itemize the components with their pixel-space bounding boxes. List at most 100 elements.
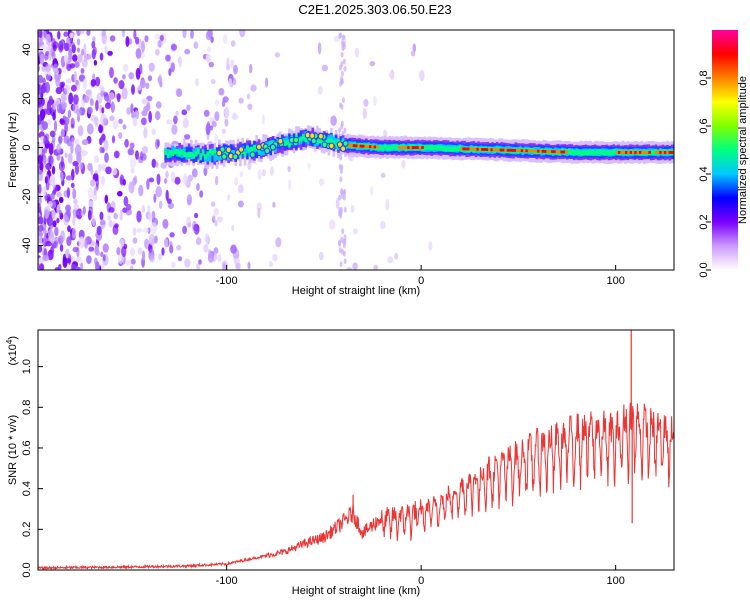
heatmap-noise-cell: [380, 172, 386, 179]
heatmap-noise-cell: [104, 152, 109, 163]
heatmap-noise-cell: [70, 117, 75, 128]
heatmap-ridge-cell: [390, 145, 394, 151]
heatmap-y-tick-label: -20: [21, 189, 33, 205]
heatmap-ridge-core: [670, 151, 674, 154]
heatmap-noise-cell: [105, 166, 112, 175]
heatmap-ridge-cell: [250, 146, 254, 152]
heatmap-noise-cell: [141, 205, 146, 213]
heatmap-noise-cell: [52, 63, 59, 75]
heatmap-ridge-cell: [458, 145, 462, 151]
heatmap-ridge-core: [400, 146, 403, 149]
heatmap-noise-cell: [149, 255, 155, 263]
heatmap-noise-cell: [60, 128, 65, 138]
heatmap-noise-cell: [105, 102, 111, 109]
heatmap-ridge-cell: [208, 154, 212, 162]
heatmap-ridge-core: [485, 148, 489, 151]
heatmap-noise-cell: [369, 61, 376, 67]
heatmap-noise-cell: [224, 106, 230, 118]
heatmap-ridge-cell: [428, 144, 431, 150]
heatmap-noise-cell: [153, 193, 157, 203]
heatmap-noise-cell: [132, 177, 137, 186]
heatmap-noise-cell: [222, 96, 229, 103]
heatmap-noise-cell: [270, 166, 274, 177]
heatmap-noise-cell: [156, 139, 160, 148]
heatmap-ridge-cell: [299, 136, 303, 142]
heatmap-noise-cell: [100, 175, 105, 186]
heatmap-blob: [310, 137, 317, 145]
heatmap-noise-cell: [122, 74, 126, 80]
heatmap-ridge-core: [555, 150, 559, 154]
heatmap-noise-cell: [69, 41, 75, 48]
heatmap-noise-cell: [143, 127, 148, 139]
heatmap-ridge-cell: [180, 149, 184, 155]
heatmap-ridge-core: [625, 151, 628, 154]
heatmap-ridge-cell: [568, 149, 571, 155]
heatmap-ridge-cell: [330, 134, 333, 142]
heatmap-ridge-cell: [164, 149, 167, 154]
heatmap-plot: -100 0 100 -40 -20 0 20 40 Height of straight …: [7, 29, 675, 297]
heatmap-ridge-cell: [208, 148, 212, 154]
heatmap-noise-cell: [45, 241, 52, 247]
heatmap-ridge-cell: [178, 147, 181, 155]
heatmap-blob: [221, 153, 228, 160]
heatmap-ridge-cell: [166, 153, 170, 159]
heatmap-ridge-core: [509, 148, 512, 152]
heatmap-noise-cell: [137, 247, 143, 255]
heatmap-ridge-cell: [334, 138, 338, 146]
heatmap-ridge-cell: [206, 154, 209, 162]
heatmap-noise-cell: [210, 201, 216, 207]
heatmap-noise-cell: [288, 178, 292, 191]
heatmap-noise-cell: [38, 114, 42, 126]
heatmap-ridge-cell: [435, 145, 438, 151]
heatmap-noise-cell: [174, 176, 181, 185]
heatmap-noise-cell: [93, 187, 97, 196]
heatmap-noise-cell: [71, 84, 77, 92]
heatmap-noise-cell: [76, 38, 81, 46]
heatmap-ridge-cell: [425, 144, 429, 150]
heatmap-ridge-cell: [575, 150, 578, 156]
heatmap-noise-cell: [77, 125, 84, 137]
heatmap-noise-cell: [212, 213, 216, 222]
heatmap-noise-cell: [64, 123, 69, 133]
heatmap-noise-cell: [79, 162, 83, 170]
heatmap-noise-cell: [387, 256, 394, 264]
heatmap-noise-cell: [233, 64, 238, 75]
heatmap-noise-cell: [45, 63, 51, 72]
heatmap-noise-cell: [237, 200, 244, 208]
heatmap-noise-cell: [205, 53, 211, 64]
heatmap-noise-cell: [124, 138, 129, 148]
heatmap-noise-cell: [352, 262, 358, 270]
heatmap-noise-cell: [340, 193, 344, 200]
heatmap-blob: [225, 146, 232, 154]
heatmap-noise-cell: [40, 85, 47, 94]
heatmap-noise-cell: [163, 237, 169, 249]
heatmap-ridge-core: [490, 148, 493, 152]
heatmap-ridge-core: [615, 151, 619, 154]
heatmap-noise-cell: [100, 219, 106, 229]
heatmap-noise-cell: [121, 246, 127, 257]
heatmap-ridge-core: [627, 151, 630, 154]
colorbar: 0.0 0.2 0.4 0.6 0.8 Normalized spectral ampl…: [698, 30, 749, 278]
heatmap-ridge-core: [504, 148, 507, 152]
heatmap-x-tick-label: 0: [418, 275, 424, 287]
heatmap-ridge-cell: [582, 150, 585, 156]
heatmap-ridge-cell: [386, 145, 389, 151]
heatmap-noise-cell: [182, 117, 189, 129]
heatmap-noise-cell: [130, 167, 135, 174]
heatmap-noise-cell: [141, 117, 147, 126]
heatmap-noise-cell: [100, 251, 104, 258]
heatmap-noise-cell: [99, 211, 104, 221]
heatmap-noise-cell: [100, 163, 108, 171]
heatmap-ridge-core: [469, 147, 472, 151]
heatmap-noise-cell: [100, 90, 105, 97]
heatmap-ridge-cell: [379, 145, 382, 151]
heatmap-ridge-cell: [255, 147, 258, 159]
heatmap-noise-cell: [51, 181, 56, 189]
heatmap-noise-cell: [343, 234, 347, 241]
colorbar-tick-label: 0.0: [698, 262, 710, 277]
heatmap-noise-cell: [238, 184, 244, 194]
heatmap-noise-cell: [63, 214, 69, 226]
heatmap-noise-cell: [57, 30, 61, 40]
snr-y-tick-label: 0.4: [21, 481, 33, 496]
heatmap-ridge-core: [502, 148, 505, 152]
